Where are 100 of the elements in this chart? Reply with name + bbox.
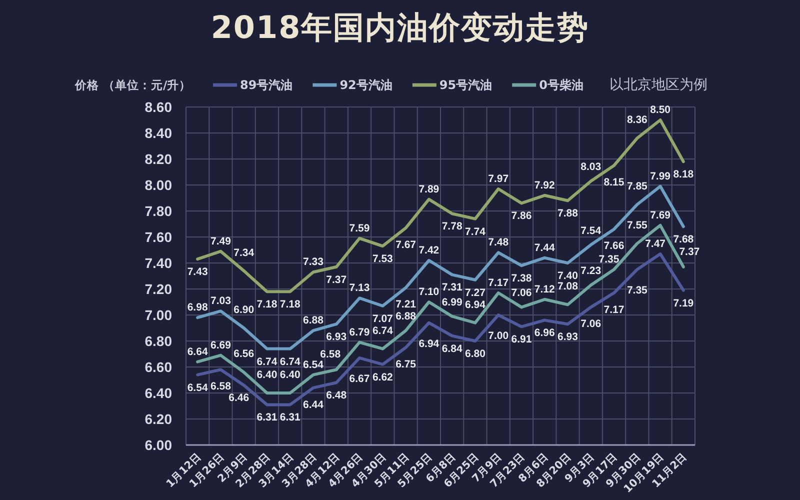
data-label: 7.06 (580, 318, 602, 330)
y-tick-label: 7.60 (144, 229, 172, 245)
data-label: 6.44 (303, 398, 324, 411)
data-label: 6.94 (418, 338, 440, 350)
y-axis-title: 价格 （单位：元/升） (74, 78, 192, 92)
data-label: 6.96 (534, 327, 555, 340)
data-label: 7.23 (580, 265, 602, 278)
data-label: 7.99 (650, 170, 671, 182)
data-label: 7.89 (418, 183, 440, 196)
data-label: 7.17 (604, 304, 624, 316)
data-label: 7.86 (511, 210, 532, 222)
y-tick-label: 6.40 (144, 385, 172, 401)
y-tick-label: 8.20 (144, 151, 172, 167)
data-label: 7.55 (626, 220, 648, 232)
data-label: 6.88 (396, 310, 416, 323)
data-label: 6.54 (303, 358, 324, 371)
data-label: 7.00 (488, 330, 509, 342)
data-label: 7.08 (558, 280, 578, 293)
data-label: 7.06 (511, 287, 532, 300)
data-label: 6.98 (187, 302, 208, 314)
data-label: 6.64 (187, 346, 208, 358)
data-label: 7.35 (598, 254, 620, 266)
data-label: 6.80 (464, 348, 486, 360)
y-tick-label: 6.20 (144, 411, 172, 427)
data-label: 7.27 (464, 286, 486, 299)
data-label: 7.37 (326, 274, 347, 286)
y-tick-label: 8.00 (144, 177, 172, 193)
data-label: 7.69 (650, 209, 671, 222)
data-label: 8.03 (580, 161, 602, 174)
data-label: 6.94 (464, 298, 486, 311)
data-label: 7.12 (534, 283, 555, 296)
text: 以北京地区为例 (609, 77, 708, 93)
data-label: 7.35 (626, 284, 648, 296)
data-label: 6.56 (234, 348, 254, 360)
data-label: 8.50 (650, 104, 671, 116)
data-label: 7.10 (418, 286, 440, 298)
data-label: 8.15 (604, 176, 624, 188)
data-label: 7.78 (442, 220, 462, 233)
data-label: 7.66 (604, 240, 624, 252)
data-label: 6.31 (256, 412, 278, 424)
data-label: 7.92 (534, 179, 555, 192)
legend-label: 95号汽油 (439, 78, 492, 92)
data-label: 7.44 (534, 242, 555, 254)
data-label: 7.17 (488, 276, 509, 289)
y-tick-label: 7.40 (144, 255, 172, 271)
y-tick-label: 7.20 (144, 281, 172, 297)
y-tick-label: 7.00 (144, 307, 172, 323)
data-label: 6.58 (320, 348, 341, 361)
data-label: 7.43 (187, 266, 208, 278)
data-label: 7.85 (626, 180, 648, 192)
data-label: 7.34 (234, 246, 254, 259)
y-tick-label: 6.60 (144, 359, 172, 375)
data-label: 6.79 (349, 326, 370, 338)
data-label: 6.40 (256, 369, 278, 381)
data-label: 8.18 (673, 168, 694, 181)
y-tick-label: 6.00 (144, 437, 172, 453)
data-label: 7.49 (210, 235, 232, 248)
data-label: 6.48 (326, 390, 347, 402)
y-tick-label: 6.80 (144, 333, 172, 349)
data-label: 6.54 (187, 382, 208, 394)
data-label: 6.90 (234, 304, 254, 316)
legend-label: 0号柴油 (539, 78, 584, 92)
data-label: 7.97 (488, 172, 509, 185)
data-label: 6.40 (280, 369, 300, 381)
data-label: 7.59 (349, 222, 370, 234)
y-tick-label: 8.40 (144, 125, 172, 141)
data-label: 6.58 (210, 380, 232, 393)
data-label: 6.74 (280, 356, 300, 368)
data-label: 6.67 (349, 372, 370, 385)
legend-label: 89号汽油 (240, 78, 293, 92)
y-tick-label: 8.60 (144, 99, 172, 115)
chart-title: 2018年国内油价变动走势 (210, 10, 590, 46)
data-label: 7.31 (442, 282, 462, 294)
data-label: 7.38 (511, 272, 532, 285)
data-label: 6.75 (396, 358, 416, 370)
data-label: 7.47 (645, 238, 666, 250)
y-tick-label: 7.80 (144, 203, 172, 219)
data-label: 6.91 (511, 334, 532, 346)
data-label: 7.48 (488, 236, 509, 249)
data-label: 7.88 (558, 208, 578, 220)
data-label: 6.93 (558, 331, 578, 344)
data-label: 7.53 (372, 253, 394, 266)
data-label: 7.18 (256, 298, 278, 311)
data-label: 7.18 (280, 298, 300, 311)
data-label: 6.99 (442, 296, 462, 308)
data-label: 7.33 (303, 256, 324, 268)
legend-label: 92号汽油 (340, 78, 392, 92)
data-label: 7.67 (396, 238, 416, 251)
data-label: 7.40 (558, 270, 578, 282)
data-label: 7.68 (673, 234, 694, 246)
data-label: 6.84 (442, 342, 462, 355)
data-label: 7.03 (210, 295, 232, 308)
data-label: 6.31 (280, 412, 300, 424)
data-label: 6.93 (326, 331, 347, 344)
data-label: 6.62 (372, 371, 394, 384)
data-label: 8.36 (626, 114, 648, 126)
data-label: 6.74 (256, 356, 278, 368)
data-label: 6.88 (303, 314, 324, 327)
data-label: 6.69 (210, 339, 232, 352)
data-label: 7.07 (372, 312, 394, 325)
